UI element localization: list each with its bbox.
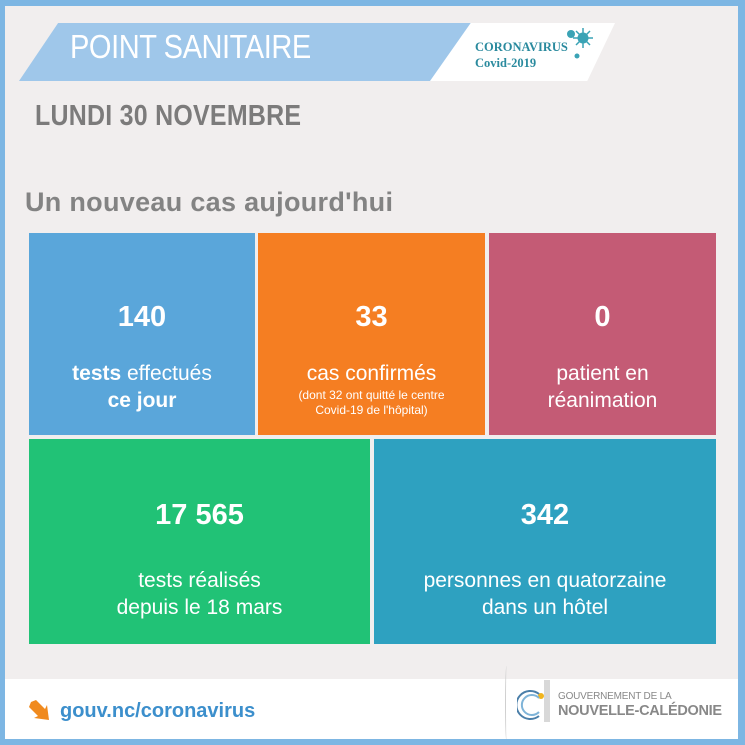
tile-value: 17 565 (155, 499, 244, 531)
gov-line1: GOUVERNEMENT DE LA (558, 691, 672, 702)
tile-label-line2: depuis le 18 mars (116, 596, 283, 619)
page-title: POINT SANITAIRE (70, 28, 311, 65)
tile-label-line2: dans un hôtel (481, 596, 609, 619)
tile-label: patient en réanimation (489, 360, 716, 414)
tile-icu-patients: 0 patient en réanimation (489, 233, 716, 435)
tile-value: 0 (594, 301, 611, 333)
infographic-frame: POINT SANITAIRE CORONAVIRUS Covid-2019 L… (5, 6, 738, 739)
title-banner (19, 23, 479, 81)
tile-label-rest: effectués (121, 362, 212, 385)
date-heading: LUNDI 30 NOVEMBRE (35, 100, 302, 132)
tile-label: cas confirmés (306, 362, 437, 385)
badge-coronavirus-text: CORONAVIRUS (475, 40, 568, 54)
tile-label-line2: ce jour (107, 389, 177, 412)
tile-label-line1: tests réalisés (138, 569, 261, 592)
tile-quarantine-hotel: 342 personnes en quatorzaine dans un hôt… (374, 439, 716, 644)
tile-value: 33 (355, 301, 388, 333)
tile-total-tests: 17 565 tests réalisés depuis le 18 mars (29, 439, 370, 644)
footer-divider (505, 666, 508, 739)
tile-value: 140 (117, 301, 167, 333)
tile-value: 342 (520, 499, 570, 531)
tile-sublabel-line2: Covid-19 de l'hôpital) (315, 403, 428, 417)
tile-tests-today: 140 tests effectués ce jour (29, 233, 255, 435)
headline: Un nouveau cas aujourd'hui (25, 187, 394, 217)
tile-sublabel-line1: (dont 32 ont quitté le centre (298, 388, 445, 402)
footer (5, 679, 738, 739)
tile-label: personnes en quatorzaine dans un hôtel (374, 567, 716, 621)
tile-label-bold: tests (72, 362, 122, 385)
tile-label: tests effectués ce jour (29, 360, 255, 414)
gov-line2: NOUVELLE-CALÉDONIE (558, 703, 722, 719)
badge-covid-text: Covid-2019 (475, 56, 537, 70)
tile-label-line1: personnes en quatorzaine (423, 569, 667, 592)
tile-label-line1: patient en (556, 362, 649, 385)
tile-confirmed-cases: 33 cas confirmés (dont 32 ont quitté le … (258, 233, 485, 435)
tile-label-line2: réanimation (547, 389, 658, 412)
tile-label: tests réalisés depuis le 18 mars (29, 567, 370, 621)
website-link[interactable]: gouv.nc/coronavirus (60, 700, 256, 722)
tile-sublabel: (dont 32 ont quitté le centre Covid-19 d… (258, 388, 485, 418)
